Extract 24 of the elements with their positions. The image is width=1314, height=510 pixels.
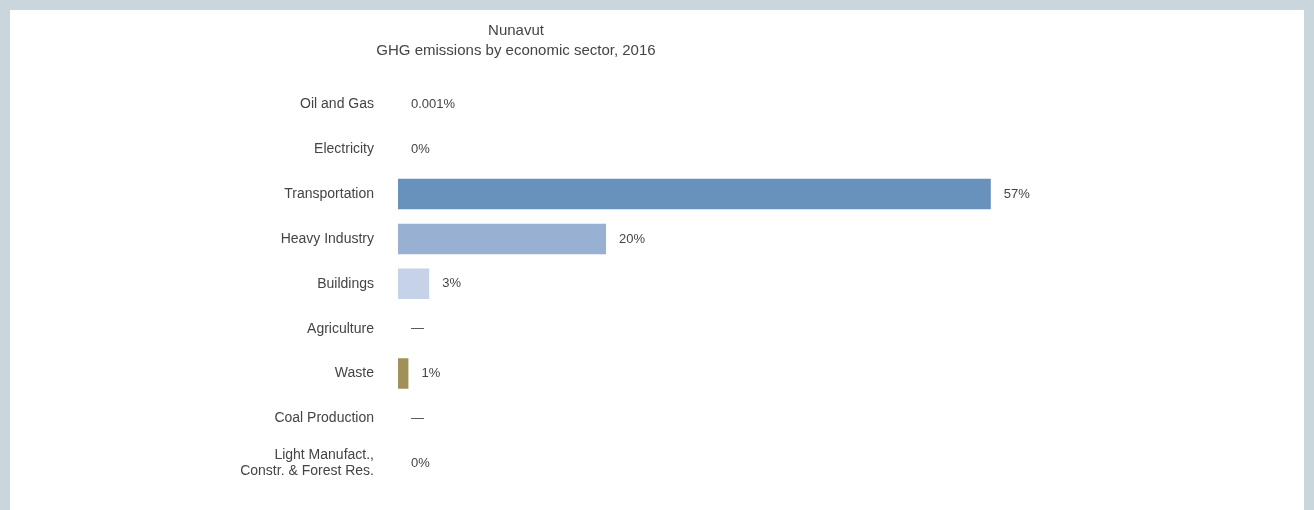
text: — xyxy=(411,320,424,336)
bar xyxy=(398,178,991,210)
data-label: 1% xyxy=(421,365,441,381)
data-label: 0.001% xyxy=(411,96,456,111)
y-tick-label: Buildings xyxy=(317,274,374,291)
y-tick-label: Heavy Industry xyxy=(280,229,374,246)
chart-title: Nunavut xyxy=(488,21,545,39)
y-tick-label: Waste xyxy=(334,364,375,381)
data-label: 0% xyxy=(411,454,431,470)
data-label: 57% xyxy=(1003,185,1031,201)
data-label: 0% xyxy=(411,140,431,156)
chart-subtitle: GHG emissions by economic sector, 2016 xyxy=(376,41,656,59)
y-tick-label: Coal Production xyxy=(274,409,374,426)
y-tick-label: Electricity xyxy=(314,140,374,157)
y-tick-label: Agriculture xyxy=(307,319,375,336)
bar xyxy=(398,358,409,389)
y-tick-label: Light Manufact., Constr. & Forest Res. xyxy=(240,445,374,479)
text: — xyxy=(411,409,424,425)
y-tick-label: Transportation xyxy=(284,184,374,201)
bar xyxy=(398,223,606,255)
data-label: 3% xyxy=(442,275,462,291)
y-tick-label: Oil and Gas xyxy=(300,95,374,112)
bar xyxy=(398,268,430,300)
data-label: 20% xyxy=(619,230,646,246)
